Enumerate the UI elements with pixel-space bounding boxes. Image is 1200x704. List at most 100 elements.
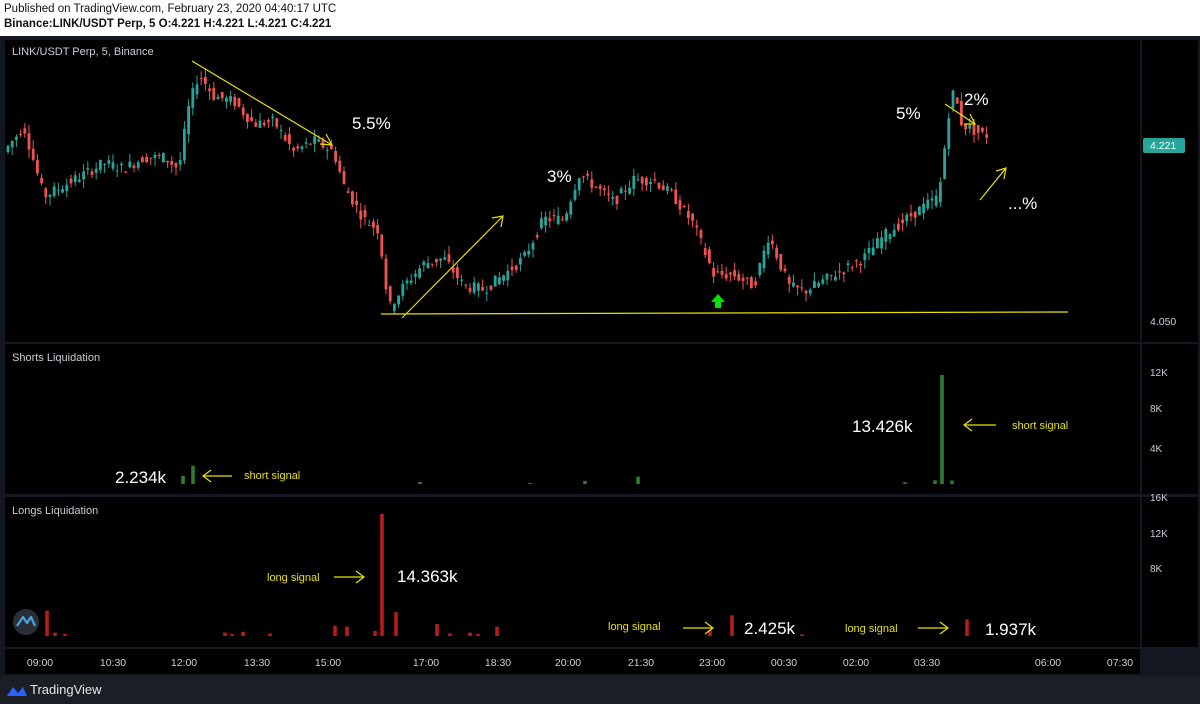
candle-body — [577, 178, 581, 191]
candle-body — [44, 188, 48, 198]
candle-body — [351, 191, 354, 205]
candle-body — [666, 186, 669, 191]
candle-body — [720, 270, 724, 275]
up-arrow-head — [491, 215, 504, 228]
candle-body — [506, 270, 510, 281]
chart-area[interactable]: LINK/USDT Perp, 5, Binance Shorts Liquid… — [0, 36, 1200, 676]
candle-body — [346, 191, 350, 193]
shorts-bars — [181, 374, 954, 485]
candle-body — [170, 160, 174, 165]
candle-body — [640, 177, 644, 184]
time-tick-label: 15:00 — [315, 657, 341, 669]
candle-body — [649, 181, 652, 185]
candle-body — [682, 206, 686, 208]
candle-body — [212, 87, 216, 100]
candle-body — [132, 165, 136, 168]
candle-body — [867, 247, 871, 254]
candle-body — [317, 139, 321, 142]
candle-body — [918, 206, 921, 216]
liquidation-bar — [476, 633, 480, 636]
candle-body — [36, 160, 39, 174]
candle-body — [6, 145, 10, 152]
liquidation-bar — [380, 513, 384, 636]
candle-body — [199, 77, 203, 79]
candle-body — [871, 247, 875, 256]
candle-body — [624, 190, 627, 192]
candle-body — [817, 282, 820, 287]
candle-body — [338, 160, 342, 172]
time-tick-label: 18:30 — [485, 657, 511, 669]
candle-body — [372, 221, 375, 228]
candle-body — [48, 194, 52, 198]
shorts-tick-label: 4K — [1150, 444, 1163, 455]
candle-body — [27, 133, 31, 150]
shorts-scale — [1142, 344, 1198, 494]
support-line — [380, 311, 1069, 315]
left-arrow-head — [202, 469, 212, 483]
candle-body — [86, 167, 90, 170]
candle-body — [267, 120, 270, 123]
candle-body — [258, 120, 262, 128]
candle-body — [712, 267, 715, 277]
candle-body — [73, 175, 77, 183]
candle-body — [657, 182, 661, 189]
candle-body — [187, 106, 190, 135]
time-tick-label: 21:30 — [628, 657, 654, 669]
candle-body — [313, 136, 316, 144]
liquidation-bar — [950, 480, 954, 484]
candle-body — [880, 237, 883, 249]
candle-body — [220, 91, 224, 99]
candle-body — [262, 122, 266, 126]
down-arrow-head — [319, 133, 334, 146]
candle-body — [103, 163, 106, 165]
candle-body — [40, 177, 43, 184]
candle-body — [888, 234, 892, 240]
candle-body — [561, 219, 564, 221]
candle-body — [296, 146, 300, 149]
candle-body — [136, 162, 140, 168]
candle-body — [157, 155, 161, 157]
candle-body — [775, 247, 778, 259]
liquidation-bar — [191, 465, 195, 484]
liquidation-bar — [448, 633, 452, 636]
candle-body — [250, 117, 253, 121]
move-annotation: ...% — [1008, 194, 1037, 213]
time-tick-label: 00:30 — [771, 657, 797, 669]
candle-body — [939, 182, 942, 203]
candle-body — [674, 189, 678, 205]
candle-body — [178, 160, 182, 165]
candle-body — [321, 139, 325, 148]
candle-body — [309, 143, 312, 145]
candle-body — [834, 276, 837, 281]
candle-body — [15, 136, 18, 141]
time-tick-label: 10:30 — [100, 657, 126, 669]
candle-body — [124, 171, 127, 173]
brand-name[interactable]: TradingView — [30, 682, 102, 697]
time-tick-label: 09:00 — [27, 657, 53, 669]
longs-pane — [5, 497, 1140, 647]
candle-body — [69, 178, 73, 184]
candle-body — [120, 163, 123, 165]
liquidation-bar — [940, 374, 944, 484]
move-annotation: 2% — [964, 90, 989, 109]
candle-body — [65, 184, 69, 192]
signal-label: long signal — [845, 623, 898, 635]
candle-body — [241, 107, 245, 115]
price-pane — [5, 40, 1140, 342]
candle-body — [787, 276, 791, 284]
publish-header: Published on TradingView.com, February 2… — [0, 0, 1200, 36]
candle-body — [619, 188, 623, 194]
candle-body — [304, 142, 308, 144]
candle-body — [57, 189, 60, 191]
candle-body — [271, 116, 274, 118]
candle-body — [292, 147, 295, 151]
current-price-label: 4.221 — [1150, 140, 1176, 152]
tradingview-logo-icon[interactable] — [13, 609, 39, 635]
liquidation-value-label: 2.234k — [115, 468, 167, 487]
candle-body — [472, 282, 476, 293]
time-tick-label: 06:00 — [1035, 657, 1061, 669]
up-arrow-head — [995, 167, 1007, 180]
liquidation-bar — [333, 625, 337, 636]
candle-body — [397, 295, 400, 305]
shorts-tick-label: 8K — [1150, 404, 1163, 415]
